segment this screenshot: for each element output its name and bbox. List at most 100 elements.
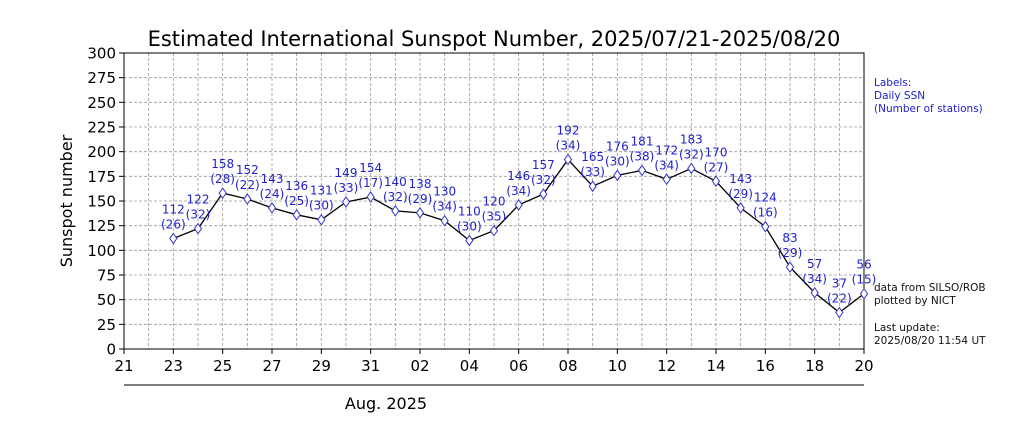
data-point — [588, 180, 597, 193]
data-point — [539, 188, 548, 200]
data-label-stations: (32) — [186, 208, 211, 222]
data-label-stations: (35) — [482, 210, 507, 224]
y-tick-label: 150 — [87, 193, 116, 211]
data-point — [563, 153, 573, 166]
data-label-value: 122 — [187, 193, 210, 207]
y-tick-label: 50 — [97, 291, 116, 309]
data-label-value: 120 — [483, 195, 506, 209]
data-label-value: 130 — [433, 185, 456, 199]
y-axis-label: Sunspot number — [57, 134, 76, 267]
x-tick-label: 12 — [657, 357, 676, 375]
data-label-stations: (27) — [704, 160, 729, 174]
data-point — [292, 208, 301, 221]
y-tick-label: 75 — [97, 267, 116, 285]
data-point — [761, 220, 770, 233]
data-label-stations: (25) — [284, 194, 309, 208]
data-label-value: 157 — [532, 158, 555, 172]
data-point — [440, 214, 449, 227]
y-tick-label: 125 — [87, 217, 116, 235]
data-label-value: 131 — [310, 184, 333, 198]
labels-legend: Labels: Daily SSN (Number of stations) — [874, 77, 983, 116]
data-point — [267, 202, 277, 214]
data-label-stations: (29) — [728, 187, 753, 201]
data-label-stations: (26) — [161, 217, 186, 231]
data-point — [465, 234, 474, 247]
data-label-value: 192 — [557, 124, 580, 138]
data-label-value: 57 — [807, 257, 822, 271]
x-tick-label: 25 — [213, 357, 232, 375]
data-point — [391, 204, 400, 217]
y-tick-label: 250 — [87, 94, 116, 112]
data-point — [613, 169, 622, 182]
data-point — [711, 175, 721, 188]
data-label-stations: (30) — [457, 219, 482, 233]
data-point — [489, 224, 499, 237]
update-line1: Last update: — [874, 322, 940, 334]
x-tick-label: 23 — [164, 357, 183, 375]
x-tick-label: 18 — [805, 357, 824, 375]
x-tick-label: 29 — [312, 357, 331, 375]
data-label-stations: (32) — [383, 190, 408, 204]
data-point — [169, 232, 178, 245]
y-tick-label: 0 — [106, 341, 116, 359]
x-tick-label: 21 — [114, 357, 133, 375]
data-point — [859, 287, 869, 300]
x-tick-label: 02 — [410, 357, 429, 375]
data-label-value: 56 — [856, 258, 871, 272]
data-label-stations: (29) — [778, 246, 803, 260]
data-label-stations: (29) — [408, 192, 433, 206]
data-point — [637, 164, 647, 177]
source-line2: plotted by NICT — [874, 295, 956, 307]
y-tick-label: 275 — [87, 69, 116, 87]
data-label-stations: (16) — [753, 206, 778, 220]
source-note: data from SILSO/ROB plotted by NICT — [874, 282, 986, 308]
data-label-value: 37 — [832, 276, 847, 290]
x-tick-label: 08 — [558, 357, 577, 375]
x-tick-label: 04 — [460, 357, 479, 375]
y-tick-label: 175 — [87, 168, 116, 186]
data-label-value: 110 — [458, 204, 481, 218]
x-tick-label: 06 — [509, 357, 528, 375]
data-label-stations: (38) — [630, 149, 655, 163]
data-label-value: 83 — [782, 231, 797, 245]
data-label-value: 170 — [705, 145, 728, 159]
update-line2: 2025/08/20 11:54 UT — [874, 335, 986, 347]
data-label-value: 136 — [285, 179, 308, 193]
data-point — [317, 213, 326, 226]
data-point — [810, 286, 819, 299]
data-label-stations: (28) — [210, 172, 235, 186]
data-label-stations: (30) — [605, 154, 630, 168]
x-tick-label: 20 — [854, 357, 873, 375]
data-label-value: 183 — [680, 132, 703, 146]
data-label-stations: (15) — [852, 273, 877, 287]
x-axis-label: Aug. 2025 — [345, 394, 427, 413]
plot-frame — [123, 52, 865, 350]
data-point — [193, 222, 203, 235]
data-label-value: 165 — [581, 150, 604, 164]
data-label-value: 172 — [655, 143, 678, 157]
data-label-value: 124 — [754, 191, 777, 205]
chart-title: Estimated International Sunspot Number, … — [148, 27, 841, 51]
data-label-value: 158 — [211, 157, 234, 171]
x-tick-label: 10 — [608, 357, 627, 375]
data-point — [341, 196, 351, 208]
x-tick-label: 14 — [706, 357, 725, 375]
data-label-value: 149 — [335, 166, 358, 180]
data-point — [366, 191, 375, 203]
data-label-stations: (33) — [580, 165, 605, 179]
labels-legend-line1: Daily SSN — [874, 90, 926, 102]
data-label-stations: (34) — [506, 184, 531, 198]
data-label-stations: (32) — [679, 147, 704, 161]
data-point — [785, 261, 795, 273]
data-label-stations: (24) — [260, 187, 285, 201]
data-label-stations: (34) — [432, 200, 457, 214]
data-point — [218, 187, 227, 199]
data-label-value: 154 — [359, 161, 382, 175]
data-point — [662, 173, 671, 186]
data-point — [243, 193, 252, 205]
data-point — [835, 306, 844, 319]
data-label-value: 152 — [236, 163, 259, 177]
data-label-value: 112 — [162, 202, 185, 216]
data-label-stations: (30) — [309, 199, 334, 213]
